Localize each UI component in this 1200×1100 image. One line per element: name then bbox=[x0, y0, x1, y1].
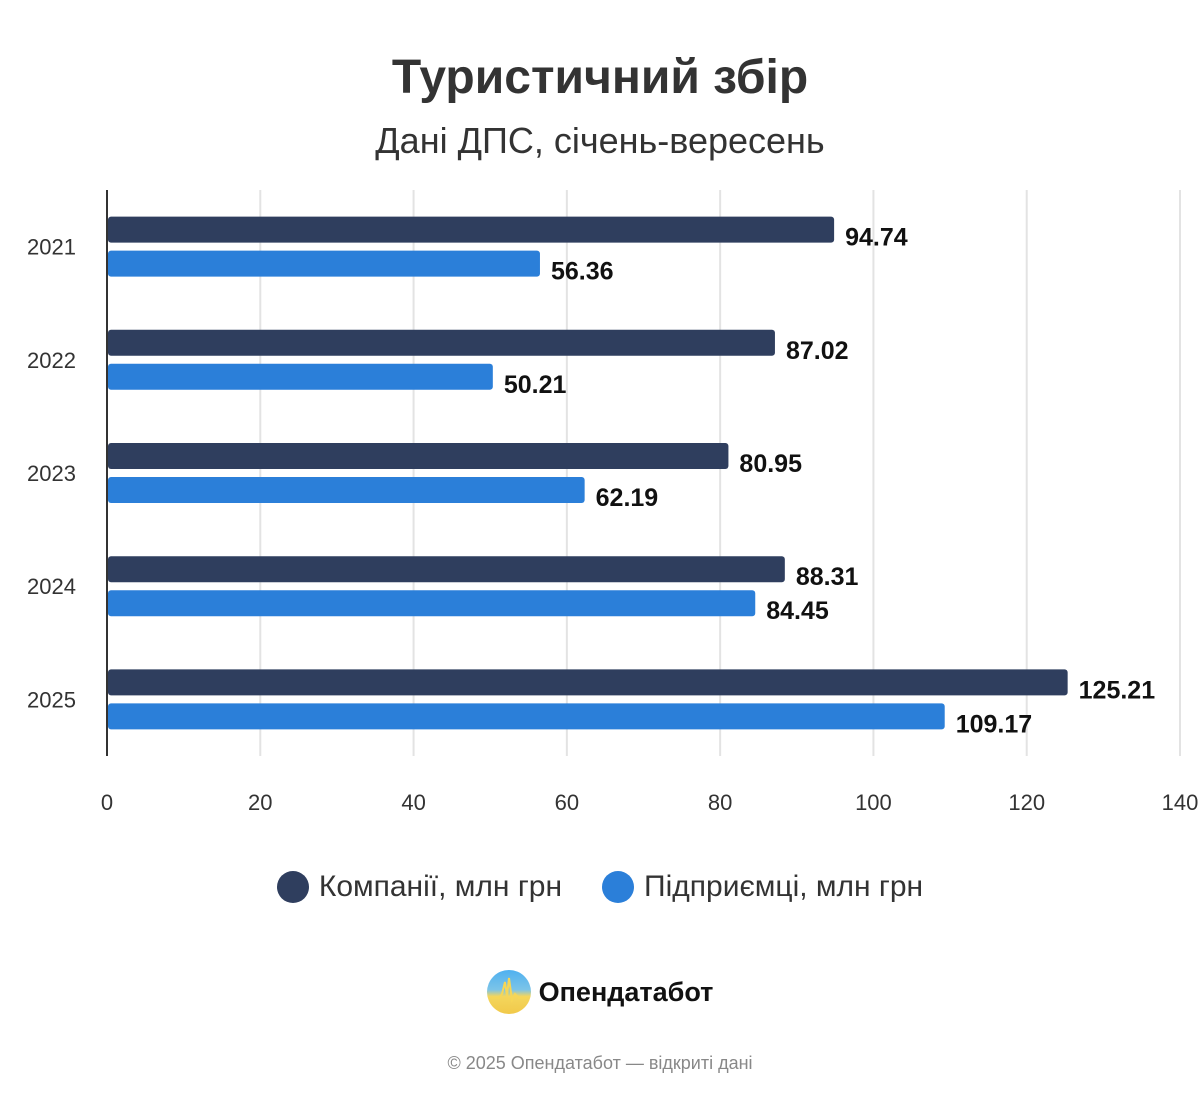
bar bbox=[108, 477, 585, 503]
data-label: 50.21 bbox=[504, 371, 567, 399]
bar-chart: 0 20 40 60 80 100 120 140 2021 94.74 56.36 2022 87.0… bbox=[27, 190, 1199, 815]
legend-marker-entrepreneurs bbox=[602, 871, 635, 903]
x-tick-label: 60 bbox=[555, 790, 579, 815]
bar bbox=[108, 590, 756, 617]
x-tick-label: 120 bbox=[1008, 790, 1045, 815]
legend-label: Компанії, млн грн bbox=[318, 870, 563, 903]
bar bbox=[108, 556, 785, 583]
bar bbox=[108, 363, 493, 390]
bar bbox=[108, 703, 945, 730]
y-tick-label: 2021 bbox=[27, 235, 76, 260]
data-label: 109.17 bbox=[956, 710, 1032, 738]
bar bbox=[108, 250, 540, 277]
footer-copyright: © 2025 Опендатабот — відкриті дані bbox=[447, 1053, 753, 1073]
data-label: 125.21 bbox=[1079, 676, 1156, 704]
legend-label: Підприємці, млн грн bbox=[644, 870, 924, 903]
logo-text: Опендатабот bbox=[538, 976, 714, 1007]
legend-marker-companies bbox=[276, 871, 309, 903]
x-tick-label: 20 bbox=[248, 790, 272, 815]
legend-item-entrepreneurs[interactable]: Підприємці, млн грн bbox=[602, 870, 923, 904]
data-label: 94.74 bbox=[845, 224, 908, 252]
y-tick-label: 2022 bbox=[27, 348, 76, 373]
data-label: 80.95 bbox=[739, 450, 802, 478]
y-tick-label: 2023 bbox=[27, 461, 76, 486]
logo-icon bbox=[486, 970, 531, 1014]
data-label: 87.02 bbox=[786, 337, 849, 365]
chart-subtitle: Дані ДПС, січень-вересень bbox=[375, 120, 825, 161]
data-label: 88.31 bbox=[796, 563, 859, 591]
y-tick-label: 2025 bbox=[27, 687, 76, 712]
data-label: 84.45 bbox=[766, 597, 829, 625]
data-label: 62.19 bbox=[596, 484, 659, 512]
x-tick-label: 40 bbox=[401, 790, 425, 815]
data-label: 56.36 bbox=[551, 258, 614, 286]
legend-item-companies[interactable]: Компанії, млн грн bbox=[276, 870, 563, 904]
bar bbox=[108, 443, 729, 469]
x-tick-label: 0 bbox=[101, 790, 113, 815]
brand-logo: Опендатабот bbox=[0, 970, 1200, 1014]
x-tick-label: 140 bbox=[1162, 790, 1199, 815]
x-tick-label: 100 bbox=[855, 790, 892, 815]
bar bbox=[108, 329, 775, 356]
chart-title: Туристичний збір bbox=[391, 51, 809, 104]
legend: Компанії, млн грн Підприємці, млн грн bbox=[0, 870, 1200, 904]
x-tick-label: 80 bbox=[708, 790, 732, 815]
bar bbox=[108, 669, 1068, 696]
y-tick-label: 2024 bbox=[27, 574, 76, 599]
bar bbox=[108, 216, 835, 243]
